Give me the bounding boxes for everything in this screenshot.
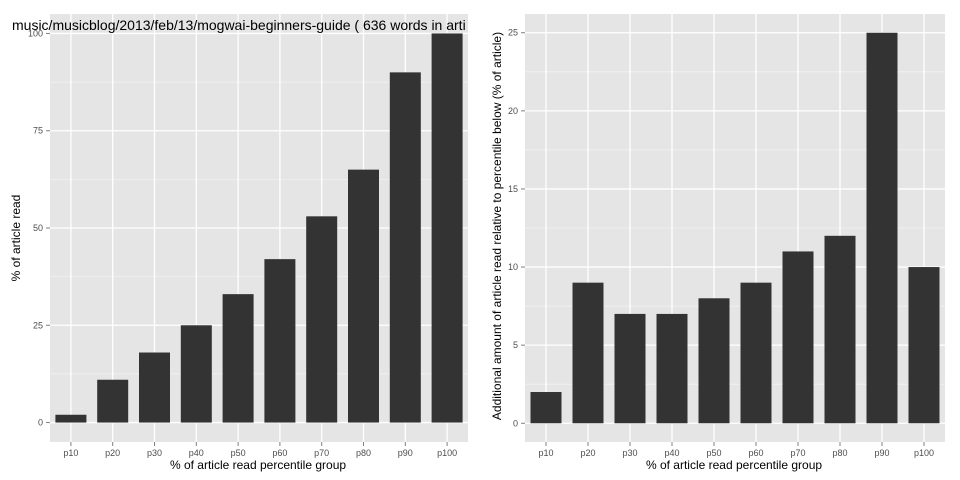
chart-1-bar-p40 (180, 325, 212, 423)
chart-2-y-tick-label: 25 (508, 28, 518, 38)
chart-2-bar-p30 (614, 313, 646, 424)
chart-1-title: music/musicblog/2013/feb/13/mogwai-begin… (12, 17, 466, 33)
chart-2-x-axis-title: % of article read percentile group (646, 458, 822, 472)
chart-1-bar-p50 (222, 294, 254, 423)
chart-2-bar-p20 (572, 282, 604, 424)
chart-2-bar-p60 (740, 282, 772, 424)
chart-2-bar-p40 (656, 313, 688, 424)
chart-1-x-tick-label: p40 (189, 448, 204, 458)
chart-1-bar-p70 (306, 216, 338, 423)
chart-2-bar-p100 (908, 267, 940, 424)
chart-1-x-tick-label: p70 (314, 448, 329, 458)
chart-1-plot: 0 25 50 75 100 p10 p20 p30 p40 p50 p60 p70 p80 p90 p10… (28, 14, 468, 458)
chart-2-x-tick-label: p30 (622, 448, 637, 458)
chart-2-bar-p10 (530, 392, 562, 424)
chart-1-x-tick-label: p80 (356, 448, 371, 458)
chart-1-y-tick-label: 50 (33, 223, 43, 233)
chart-2-x-tick-label: p60 (748, 448, 763, 458)
chart-2-x-tick-label: p80 (832, 448, 847, 458)
chart-2-bar-p70 (782, 251, 814, 424)
chart-1-x-tick-label: p100 (437, 448, 457, 458)
chart-2-x-tick-label: p70 (790, 448, 805, 458)
chart-2-y-tick-label: 5 (513, 340, 518, 350)
chart-1-bar-p80 (348, 169, 379, 423)
chart-1-x-tick-label: p20 (105, 448, 120, 458)
chart-1-x-tick-label: p60 (272, 448, 287, 458)
chart-1-y-tick-label: 0 (38, 418, 43, 428)
chart-1-x-tick-label: p90 (398, 448, 413, 458)
chart-2-x-tick-label: p90 (874, 448, 889, 458)
chart-2-bar-p50 (698, 298, 730, 424)
chart-1-x-tick-label: p10 (63, 448, 78, 458)
chart-1-bar-p100 (431, 33, 463, 423)
chart-2-y-tick-label: 15 (508, 184, 518, 194)
chart-2-y-tick-label: 0 (513, 418, 518, 428)
chart-1-y-tick-label: 100 (28, 28, 43, 38)
chart-1-bar-p10 (55, 414, 87, 423)
chart-1-y-axis-title: % of article read (9, 195, 23, 282)
chart-2-plot: 0 5 10 15 20 25 p10 p20 p30 p40 p50 p60 p70 p80 p90 p10… (508, 14, 945, 458)
chart-1-x-tick-label: p50 (231, 448, 246, 458)
chart-1-y-tick-label: 25 (33, 320, 43, 330)
chart-2-y-tick-label: 10 (508, 262, 518, 272)
chart-2-bar-p80 (824, 235, 856, 424)
chart-2-y-tick-label: 20 (508, 106, 518, 116)
chart-1-bar-p90 (389, 72, 421, 423)
chart-1-y-tick-label: 75 (33, 126, 43, 136)
chart-1-bar-p30 (139, 352, 170, 423)
chart-2-x-tick-label: p10 (538, 448, 553, 458)
chart-2-x-tick-label: p100 (914, 448, 934, 458)
chart-1-bar-p20 (97, 379, 129, 423)
chart-1-x-axis-title: % of article read percentile group (170, 458, 346, 472)
chart-2-x-tick-label: p50 (706, 448, 721, 458)
chart-2-x-tick-label: p20 (580, 448, 595, 458)
chart-2-bar-p90 (866, 32, 898, 424)
chart-1-bar-p60 (264, 259, 296, 423)
chart-1-x-tick-label: p30 (147, 448, 162, 458)
chart-2-x-tick-label: p40 (664, 448, 679, 458)
chart-2-y-axis-title: Additional amount of article read relati… (490, 32, 504, 420)
